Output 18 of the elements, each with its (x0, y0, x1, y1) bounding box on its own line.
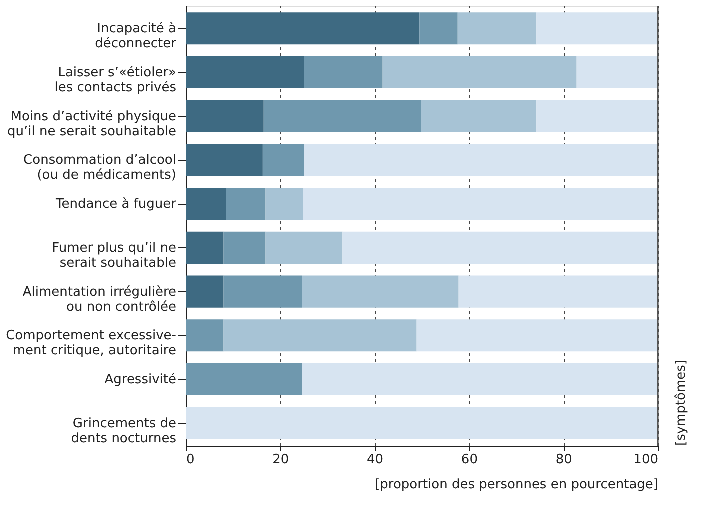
y-tick-label: Moins d’activité physique qu’il ne serait souhaitable (8, 109, 176, 140)
y-tick-label: Grincements de dents nocturnes (71, 416, 177, 446)
y-tick-label: Tendance à fuguer (55, 197, 178, 212)
y-tick-label: Fumer plus qu’il ne serait souhaitable (52, 240, 176, 271)
x-tick-label: 0 (186, 452, 195, 468)
x-axis-title: [proportion des personnes en pourcentage] (375, 478, 658, 492)
y-tick-label: Laisser s’«étioler» les contacts privés (54, 65, 177, 96)
y-tick-label: Alimentation irrégulière ou non contrôlée (22, 284, 176, 315)
x-tick-label: 100 (634, 452, 658, 468)
x-tick-label: 20 (272, 452, 290, 468)
y-tick-label: Incapacité à déconnecter (95, 22, 178, 52)
x-tick-label: 60 (461, 452, 478, 468)
y-tick-label: Consommation d’alcool (ou de médicaments) (24, 153, 176, 184)
y-tick-label: Agressivité (104, 372, 176, 388)
y-axis-title: [symptômes] (674, 360, 689, 446)
y-tick-label: Comportement excessive- ment critique, autoritaire (6, 328, 177, 359)
x-tick-label: 40 (367, 452, 384, 468)
x-tick-label: 80 (556, 452, 572, 468)
